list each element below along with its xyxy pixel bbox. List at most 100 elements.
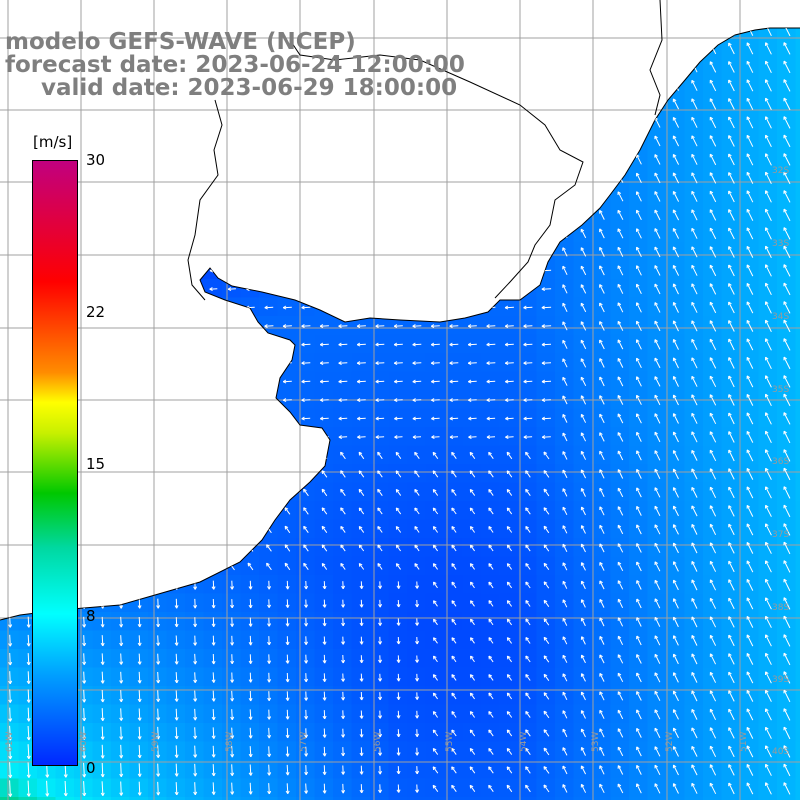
- wind-arrow: [709, 690, 717, 702]
- wind-arrow: [783, 171, 791, 185]
- wind-arrow: [783, 578, 791, 592]
- wind-arrow: [375, 379, 385, 384]
- wind-arrow: [378, 581, 383, 589]
- wind-arrow: [746, 79, 754, 92]
- wind-arrow: [541, 416, 551, 421]
- wind-arrow: [525, 674, 531, 681]
- wind-arrow: [783, 745, 791, 758]
- wind-arrow: [431, 435, 440, 440]
- wind-arrow: [341, 728, 346, 738]
- wind-arrow: [414, 507, 420, 515]
- wind-arrow: [321, 507, 328, 515]
- wind-arrow: [691, 505, 698, 517]
- wind-arrow: [449, 324, 459, 329]
- lon-label: 51W: [739, 732, 749, 752]
- wind-arrow: [728, 745, 735, 758]
- wind-arrow: [672, 301, 679, 313]
- wind-arrow: [378, 728, 383, 738]
- wind-arrow: [8, 725, 13, 741]
- wind-arrow: [396, 655, 401, 663]
- wind-arrow: [672, 431, 679, 443]
- wind-arrow: [654, 579, 661, 590]
- wind-arrow: [562, 673, 568, 682]
- wind-arrow: [599, 284, 605, 294]
- wind-arrow: [783, 430, 791, 444]
- speed-cell: [758, 797, 778, 800]
- wind-arrow: [709, 782, 717, 795]
- wind-arrow: [340, 544, 346, 552]
- wind-arrow: [267, 764, 272, 776]
- wind-arrow: [562, 636, 568, 645]
- wind-arrow: [525, 729, 531, 737]
- wind-arrow: [765, 282, 772, 296]
- wind-arrow: [599, 543, 605, 553]
- speed-cell: [425, 797, 445, 800]
- wind-arrow: [783, 449, 791, 462]
- wind-arrow: [378, 692, 383, 701]
- wind-arrow: [728, 116, 735, 129]
- speed-cell: [55, 797, 75, 800]
- wind-arrow: [321, 470, 328, 478]
- wind-arrow: [728, 468, 735, 480]
- wind-arrow: [430, 361, 440, 366]
- wind-arrow: [617, 469, 624, 479]
- wind-arrow: [783, 689, 791, 703]
- wind-arrow: [672, 764, 679, 776]
- wind-arrow: [562, 247, 568, 257]
- wind-arrow: [617, 506, 624, 516]
- wind-arrow: [728, 264, 735, 277]
- wind-arrow: [617, 672, 624, 683]
- wind-arrow: [562, 543, 568, 553]
- wind-arrow: [469, 692, 476, 700]
- wind-arrow: [709, 505, 717, 517]
- wind-arrow: [486, 324, 496, 329]
- wind-arrow: [599, 209, 605, 220]
- wind-arrow: [100, 653, 105, 665]
- wind-arrow: [765, 116, 772, 129]
- wind-arrow: [636, 691, 642, 701]
- speed-cell: [777, 797, 797, 800]
- wind-arrow: [765, 652, 772, 665]
- wind-arrow: [267, 617, 272, 627]
- wind-arrow: [451, 600, 457, 607]
- wind-arrow: [654, 709, 661, 720]
- wind-arrow: [599, 506, 605, 516]
- wind-arrow: [525, 488, 531, 496]
- speed-cell: [629, 797, 649, 800]
- wind-arrow: [654, 154, 661, 165]
- wind-arrow: [26, 725, 31, 741]
- wind-arrow: [580, 783, 587, 793]
- wind-arrow: [395, 470, 402, 478]
- wind-arrow: [193, 598, 198, 609]
- wind-arrow: [691, 209, 698, 221]
- wind-arrow: [525, 470, 531, 478]
- wind-arrow: [617, 691, 624, 701]
- wind-arrow: [338, 435, 348, 440]
- wind-arrow: [636, 394, 642, 405]
- wind-arrow: [430, 324, 440, 329]
- wind-arrow: [449, 398, 459, 403]
- colorbar-unit: [m/s]: [33, 133, 73, 151]
- wind-arrow: [654, 450, 661, 461]
- wind-arrow: [783, 319, 791, 333]
- speed-cell: [795, 556, 800, 576]
- wind-arrow: [765, 726, 772, 739]
- wind-arrow: [506, 544, 513, 552]
- wind-arrow: [431, 379, 440, 384]
- wind-arrow: [303, 525, 309, 533]
- wind-arrow: [783, 134, 791, 148]
- wind-arrow: [211, 580, 216, 590]
- wind-arrow: [285, 783, 290, 794]
- wind-arrow: [412, 398, 422, 403]
- wind-arrow: [599, 672, 605, 682]
- wind-arrow: [26, 653, 31, 666]
- wind-arrow: [211, 598, 216, 609]
- speed-cell: [18, 797, 38, 800]
- speed-cell: [388, 797, 408, 800]
- wind-arrow: [765, 560, 772, 573]
- wind-arrow: [783, 301, 791, 314]
- wind-arrow: [728, 579, 735, 591]
- wind-arrow: [285, 764, 290, 776]
- lon-label: 53W: [591, 732, 601, 752]
- wind-arrow: [378, 710, 383, 719]
